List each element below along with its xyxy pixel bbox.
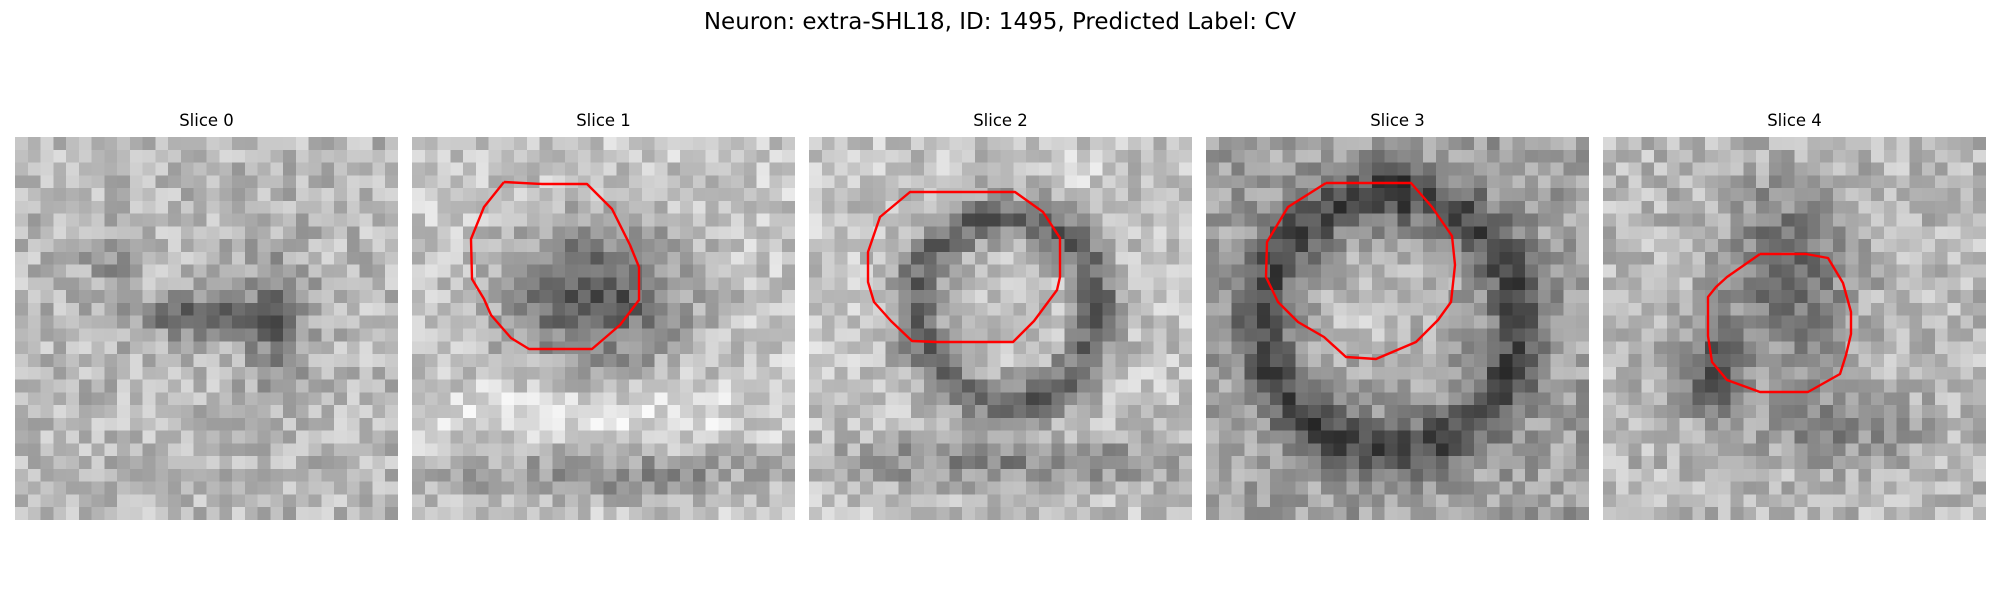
slice-panel-2: Slice 2 <box>809 110 1192 520</box>
slice-panel-3: Slice 3 <box>1206 110 1589 520</box>
slice-image <box>809 137 1192 520</box>
roi-contour-overlay <box>866 190 1062 344</box>
slice-panel-0: Slice 0 <box>15 110 398 520</box>
figure-title: Neuron: extra-SHL18, ID: 1495, Predicted… <box>703 9 1297 35</box>
roi-contour <box>1264 181 1457 361</box>
slice-title: Slice 0 <box>179 111 234 130</box>
roi-contour <box>469 180 641 351</box>
roi-contour-overlay <box>1706 252 1853 394</box>
roi-contour <box>1706 252 1853 394</box>
slice-title: Slice 2 <box>973 111 1028 130</box>
slice-panel-1: Slice 1 <box>412 110 795 520</box>
slice-image <box>15 137 398 520</box>
slice-title: Slice 3 <box>1370 111 1425 130</box>
slice-image <box>1206 137 1589 520</box>
slice-panel-4: Slice 4 <box>1603 110 1986 520</box>
slice-title: Slice 4 <box>1767 111 1822 130</box>
slice-title: Slice 1 <box>576 111 631 130</box>
roi-contour-overlay <box>1264 181 1457 361</box>
roi-contour <box>866 190 1062 344</box>
slice-image <box>1603 137 1986 520</box>
roi-contour-overlay <box>469 180 641 351</box>
